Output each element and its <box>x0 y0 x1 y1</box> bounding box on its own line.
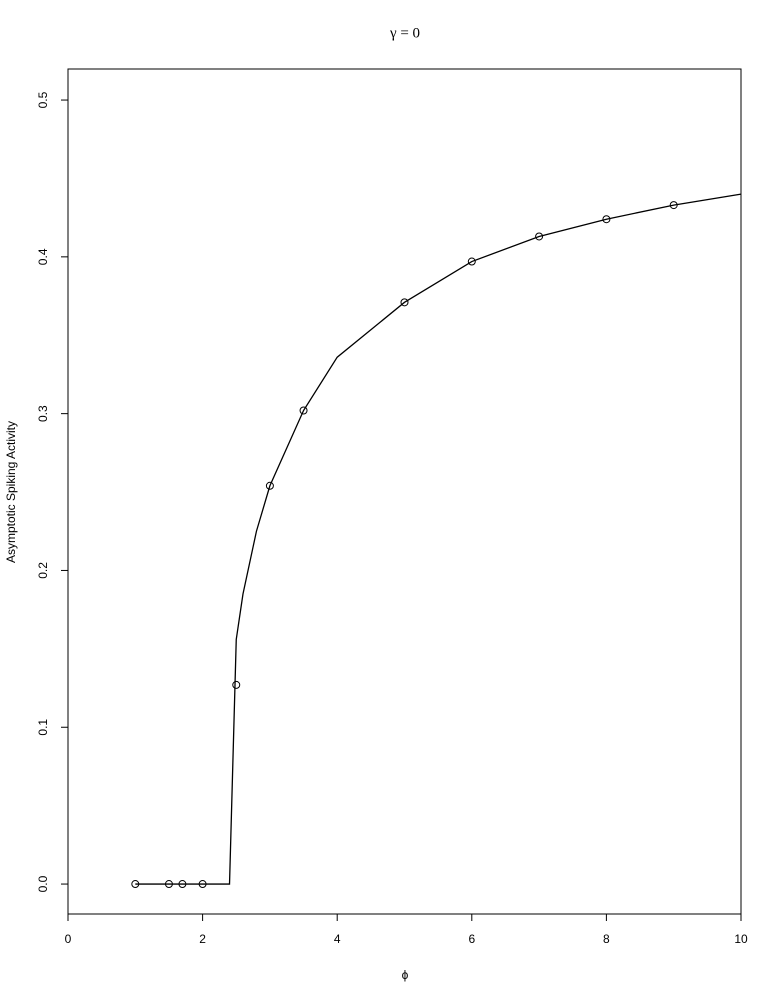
data-point <box>467 257 476 266</box>
data-point <box>198 880 207 889</box>
data-point <box>535 232 544 241</box>
data-point <box>178 880 187 889</box>
data-point <box>400 298 409 307</box>
x-tick-label: 4 <box>334 932 341 946</box>
data-point <box>164 880 173 889</box>
y-axis-label: Asymptotic Spiking Activity <box>4 421 18 563</box>
plot-frame <box>67 68 742 915</box>
chart-title: γ = 0 <box>389 25 420 41</box>
data-point <box>299 406 308 415</box>
x-tick-label: 8 <box>603 932 610 946</box>
data-point <box>669 201 678 210</box>
data-point <box>602 215 611 224</box>
x-tick-label: 6 <box>468 932 475 946</box>
data-point <box>232 680 241 689</box>
x-tick-label: 10 <box>734 932 748 946</box>
x-axis-label: ϕ <box>402 968 409 982</box>
y-tick-label: 0.2 <box>36 562 50 579</box>
y-tick-label: 0.5 <box>36 91 50 108</box>
y-tick-label: 0.1 <box>36 719 50 736</box>
curve <box>135 193 742 885</box>
x-tick-label: 2 <box>199 932 206 946</box>
x-tick-label: 0 <box>65 932 72 946</box>
y-tick-label: 0.0 <box>36 875 50 892</box>
y-tick-label: 0.4 <box>36 248 50 265</box>
data-point <box>265 481 274 490</box>
data-point <box>131 880 140 889</box>
y-tick-label: 0.3 <box>36 405 50 422</box>
